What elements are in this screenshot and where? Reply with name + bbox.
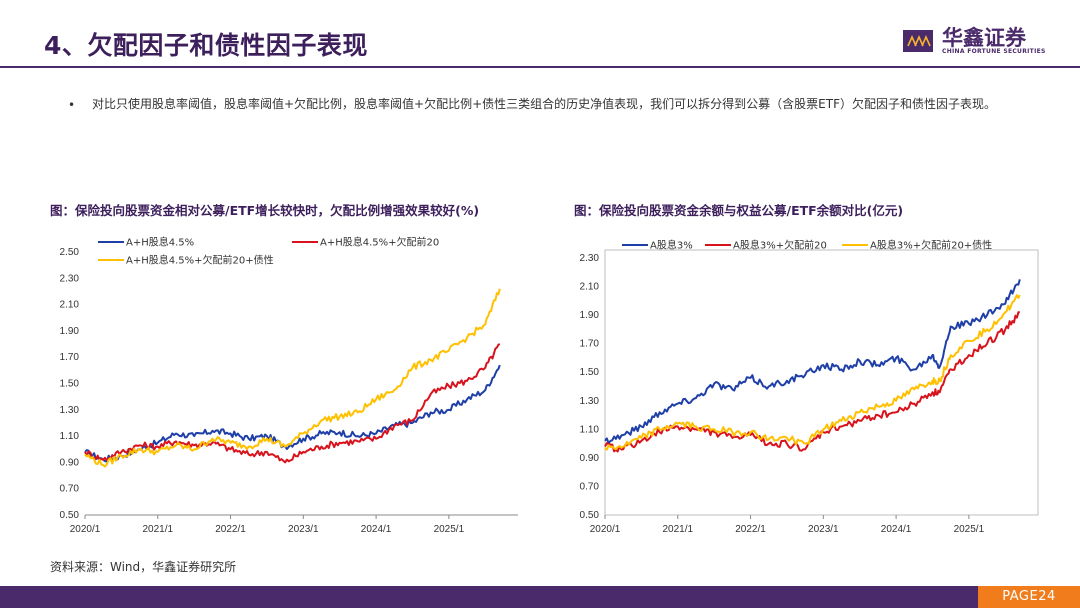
series-line-3 (604, 294, 1021, 451)
x-tick-label: 2020/1 (70, 524, 101, 535)
chart-right: 0.50 0.70 0.90 1.10 1.30 1.50 1.70 1.90 2.10 2.30… (580, 239, 1039, 535)
y-tick-label: 2.50 (60, 247, 80, 258)
y-tick-label: 2.10 (580, 282, 600, 293)
y-tick-label: 1.10 (60, 431, 80, 442)
bullet-marker: • (68, 98, 76, 112)
y-tick-label: 2.30 (60, 273, 80, 284)
x-tick-label: 2020/1 (590, 524, 621, 535)
logo-text: 华鑫证券 (942, 26, 1026, 50)
y-tick-label: 0.70 (60, 484, 80, 495)
x-tick-label: 2023/1 (808, 524, 839, 535)
y-tick-label: 1.50 (60, 379, 80, 390)
series-line-3 (84, 288, 501, 468)
chart-title-left: 图：保险投向股票资金相对公募/ETF增长较快时，欠配比例增强效果较好(%) (50, 203, 480, 218)
x-tick-label: 2021/1 (142, 524, 173, 535)
y-tick-label: 1.70 (580, 339, 600, 350)
y-tick-label: 1.90 (60, 326, 80, 337)
source-note: 资料来源：Wind，华鑫证券研究所 (50, 560, 237, 574)
chart-left: 0.50 0.70 0.90 1.10 1.30 1.50 1.70 1.90 2.10 2.30… (60, 236, 518, 535)
x-tick-label: 2024/1 (361, 524, 392, 535)
footer-bar (0, 586, 1080, 608)
series-line-2 (84, 343, 501, 464)
y-tick-label: 1.70 (60, 352, 80, 363)
y-tick-label: 1.90 (580, 310, 600, 321)
y-tick-label: 2.10 (60, 300, 80, 311)
y-tick-label: 0.90 (580, 453, 600, 464)
legend-label-2: A股息3%+欠配前20 (733, 239, 827, 252)
x-tick-label: 2025/1 (954, 524, 985, 535)
x-tick-label: 2025/1 (434, 524, 465, 535)
y-tick-label: 2.30 (580, 253, 600, 264)
x-tick-label: 2024/1 (881, 524, 912, 535)
y-tick-label: 1.30 (580, 396, 600, 407)
plot-frame (604, 249, 1039, 516)
logo-subtext: CHINA FORTUNE SECURITIES (942, 48, 1046, 55)
x-tick-label: 2021/1 (662, 524, 693, 535)
series-line-2 (604, 311, 1020, 453)
y-tick-label: 0.90 (60, 457, 80, 468)
legend-label-3: A+H股息4.5%+欠配前20+债性 (126, 254, 274, 267)
y-tick-label: 1.10 (580, 424, 600, 435)
header-divider (0, 66, 1080, 68)
bullet-text: 对比只使用股息率阈值，股息率阈值+欠配比例，股息率阈值+欠配比例+债性三类组合的… (92, 97, 996, 111)
logo-icon (903, 30, 933, 52)
legend-label-1: A+H股息4.5% (126, 236, 194, 249)
y-tick-label: 0.50 (580, 510, 600, 521)
page-number: PAGE24 (978, 586, 1080, 608)
legend-label-1: A股息3% (650, 239, 693, 252)
x-tick-label: 2023/1 (288, 524, 319, 535)
y-tick-label: 0.50 (60, 510, 80, 521)
x-tick-label: 2022/1 (735, 524, 766, 535)
x-tick-label: 2022/1 (215, 524, 246, 535)
page-title: 4、欠配因子和债性因子表现 (44, 31, 368, 60)
y-tick-label: 1.30 (60, 405, 80, 416)
series-line-1 (84, 364, 501, 463)
series-line-1 (604, 279, 1021, 445)
legend-label-3: A股息3%+欠配前20+债性 (870, 239, 992, 252)
y-tick-label: 0.70 (580, 481, 600, 492)
y-tick-label: 1.50 (580, 367, 600, 378)
legend-label-2: A+H股息4.5%+欠配前20 (320, 236, 439, 249)
chart-title-right: 图：保险投向股票资金余额与权益公募/ETF余额对比(亿元) (574, 203, 904, 218)
